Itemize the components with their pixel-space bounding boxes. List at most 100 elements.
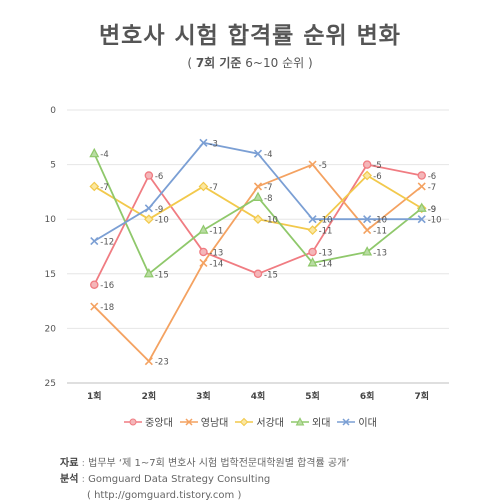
data-label-1: -13 — [319, 248, 333, 258]
data-label-3: -10 — [155, 216, 169, 226]
data-point-5 — [90, 236, 99, 246]
data-point-3 — [362, 170, 372, 181]
data-label-2: -11 — [373, 227, 387, 237]
legend-marker-icon — [235, 417, 254, 426]
data-point-2 — [417, 182, 426, 191]
data-point-5 — [308, 215, 317, 224]
data-label-2: -7 — [428, 183, 436, 193]
data-label-4: -14 — [319, 259, 333, 269]
data-label-3: -11 — [319, 227, 333, 237]
data-point-1 — [417, 171, 426, 180]
data-label-1: -13 — [209, 248, 223, 258]
data-point-2 — [308, 160, 317, 169]
data-label-2: -5 — [319, 161, 327, 171]
analysis-label: 분석 — [60, 474, 79, 485]
y-tick-label: 10 — [45, 215, 57, 225]
data-label-4: -8 — [264, 194, 272, 204]
chart-legend: 중앙대 영남대 서강대 외대 이대 — [0, 414, 500, 430]
data-point-2 — [253, 182, 263, 191]
y-tick-label: 5 — [50, 161, 56, 171]
subtitle-rest: 6~10 순위 ) — [241, 56, 313, 70]
legend-label: 중앙대 — [145, 418, 173, 429]
y-tick-label: 25 — [45, 379, 56, 389]
url-text: ( http://gomguard.tistory.com ) — [87, 490, 242, 501]
data-point-4 — [89, 147, 100, 158]
data-label-5: -10 — [373, 216, 387, 226]
data-point-1 — [308, 247, 317, 257]
data-label-4: -15 — [155, 270, 169, 280]
data-label-5: -9 — [155, 205, 163, 215]
legend-label: 영남대 — [200, 418, 229, 429]
source-line: 자료 : 법무부 ‘제 1~7회 변호사 시험 법학전문대학원별 합격률 공개’ — [60, 458, 350, 469]
data-label-5: -10 — [319, 216, 333, 226]
data-label-5: -3 — [209, 139, 217, 149]
data-label-3: -7 — [209, 183, 217, 193]
x-tick-label: 4회 — [251, 390, 266, 402]
x-tick-label: 2회 — [142, 390, 157, 402]
data-label-1: -5 — [373, 161, 381, 171]
legend-marker-icon — [179, 417, 198, 426]
data-label-1: -15 — [264, 270, 278, 280]
legend-item-1: 중앙대 — [123, 414, 173, 429]
legend-marker-icon — [337, 417, 356, 426]
data-label-4: -4 — [100, 150, 108, 160]
data-label-2: -14 — [209, 259, 223, 269]
data-point-4 — [362, 246, 373, 256]
legend-label: 서강대 — [256, 418, 284, 429]
source-block: 자료 : 법무부 ‘제 1~7회 변호사 시험 법학전문대학원별 합격률 공개’… — [60, 456, 349, 504]
data-point-5 — [417, 215, 426, 224]
x-tick-label: 7회 — [414, 390, 429, 402]
data-label-2: -7 — [264, 183, 272, 193]
data-label-2: -18 — [100, 303, 114, 313]
subtitle-open: ( — [187, 56, 196, 70]
data-label-5: -10 — [428, 216, 442, 226]
data-point-4 — [416, 202, 427, 212]
chart-title: 변호사 시험 합격률 순위 변화 — [99, 23, 401, 49]
x-tick-label: 1회 — [87, 390, 102, 402]
data-point-4 — [307, 257, 318, 267]
data-point-5 — [253, 149, 263, 158]
data-point-2 — [199, 258, 208, 267]
data-point-4 — [253, 191, 263, 201]
data-label-1: -6 — [155, 172, 163, 182]
subtitle-main: 7회 기준 — [195, 56, 242, 70]
data-label-1: -6 — [428, 172, 436, 182]
data-label-4: -9 — [428, 205, 436, 215]
legend-label: 이대 — [358, 418, 377, 429]
data-label-3: -6 — [373, 172, 381, 182]
x-tick-label: 6회 — [360, 390, 375, 402]
legend-item-5: 이대 — [336, 414, 377, 429]
data-point-3 — [253, 214, 263, 225]
data-point-5 — [199, 138, 208, 147]
chart-subtitle: ( 7회 기준 6~10 순위 ) — [0, 54, 500, 71]
data-point-5 — [363, 215, 372, 224]
data-point-2 — [144, 357, 153, 366]
y-tick-label: 20 — [45, 324, 57, 334]
legend-item-4: 외대 — [290, 414, 330, 429]
legend-item-2: 영남대 — [179, 414, 229, 429]
data-point-2 — [363, 226, 372, 235]
data-label-1: -16 — [100, 281, 114, 291]
data-point-5 — [144, 204, 153, 213]
data-point-3 — [198, 181, 209, 192]
data-label-4: -11 — [209, 227, 223, 237]
legend-label: 외대 — [312, 418, 331, 429]
data-point-2 — [90, 302, 99, 311]
data-point-4 — [198, 224, 209, 234]
data-label-3: -10 — [264, 216, 278, 226]
data-label-3: -9 — [428, 205, 436, 215]
data-point-1 — [144, 171, 154, 180]
legend-item-3: 서강대 — [234, 414, 284, 429]
legend-marker-icon — [291, 416, 309, 425]
data-point-1 — [199, 247, 208, 257]
data-point-1 — [362, 160, 372, 169]
data-label-4: -13 — [373, 248, 387, 258]
data-label-3: -7 — [100, 183, 108, 193]
data-point-1 — [253, 269, 263, 279]
x-tick-label: 3회 — [196, 390, 211, 402]
data-label-5: -12 — [100, 238, 114, 248]
data-point-3 — [307, 225, 318, 235]
data-point-4 — [143, 268, 154, 278]
y-tick-label: 15 — [45, 270, 56, 280]
